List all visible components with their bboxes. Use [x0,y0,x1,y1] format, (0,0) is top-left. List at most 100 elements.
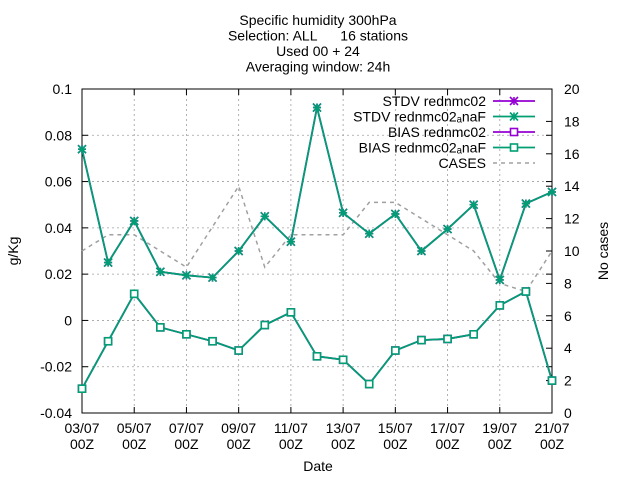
x-tick-label-hour: 00Z [279,436,304,452]
data-point [286,308,296,317]
data-point [260,211,270,221]
x-tick-label-hour: 00Z [122,436,147,452]
y2-tick-label: 6 [564,308,572,324]
data-point [77,384,87,394]
y-axis: -0.04 -0.02 0 0.02 0.04 0.06 0.08 0.1 [40,81,552,421]
data-point [181,270,192,280]
x-tick-label-hour: 00Z [70,436,95,452]
y2-tick-label: 14 [564,178,580,194]
data-point [312,102,322,113]
y2-tick-label: 16 [564,146,580,162]
x-axis-label: Date [303,458,333,474]
data-point [234,346,243,355]
data-point [521,287,531,296]
series [77,102,557,394]
y2-tick-label: 12 [564,211,580,227]
data-point [416,246,427,256]
data-point [338,355,348,365]
x-tick-label: 11/07 [274,420,308,436]
x-tick-label: 07/07 [169,420,204,436]
series-3 [77,287,557,394]
x-tick-label-hour: 00Z [488,436,513,452]
data-point [129,216,139,226]
y2-tick-label: 18 [564,113,580,129]
legend-label: BIAS rednmc02 [388,124,486,140]
x-tick-label-hour: 00Z [331,436,356,452]
data-point [129,289,139,299]
series-line [81,184,553,293]
y2-tick-label: 8 [564,275,572,291]
title-line: Specific humidity 300hPa [239,12,396,28]
data-point [103,336,113,346]
y2-tick-label: 0 [564,405,572,421]
y2-tick-label: 2 [564,373,572,389]
data-point [182,330,191,339]
data-point [77,144,87,154]
grid [82,89,552,413]
y-tick-label: 0.08 [45,127,72,143]
data-point [103,258,113,268]
data-point [312,351,322,361]
legend-marker [509,111,519,122]
x-tick-label-hour: 00Z [435,436,460,452]
x-tick-label: 15/07 [378,420,413,436]
x-tick-label: 09/07 [221,420,256,436]
data-point [260,320,270,330]
data-point [469,330,478,339]
data-point [338,208,348,218]
title-line: Averaging window: 24h [246,59,391,75]
legend-label: BIAS rednmc02ₐnaF [359,140,486,156]
y-tick-label: -0.04 [40,405,72,421]
y-tick-label: 0.04 [45,220,72,236]
data-point [521,198,531,209]
x-tick-label: 13/07 [326,420,361,436]
y-tick-label: -0.02 [40,359,72,375]
x-tick-label: 21/07 [534,420,569,436]
x-axis: 03/0700Z05/0700Z07/0700Z09/0700Z11/0700Z… [64,89,570,452]
y2-axis-label: No cases [595,222,611,280]
series-1 [77,102,557,285]
x-tick-label-hour: 00Z [174,436,199,452]
y-tick-label: 0.1 [53,81,73,97]
data-point [208,336,217,346]
x-tick-label-hour: 00Z [540,436,565,452]
x-tick-label: 05/07 [117,420,152,436]
data-point [391,346,400,355]
data-point [155,267,165,277]
series-line [81,290,553,390]
y2-tick-label: 10 [564,243,580,259]
y2-axis: 0 2 4 6 8 10 12 14 16 18 20 [546,81,580,421]
y-axis-label: g/Kg [5,237,21,266]
x-tick-label: 17/07 [430,420,465,436]
data-point [443,334,452,344]
series-2 [77,287,557,394]
data-point [547,187,557,197]
series-4 [81,184,553,293]
y-tick-label: 0 [64,312,72,328]
x-tick-label-hour: 00Z [383,436,408,452]
data-point [364,379,374,389]
title-line: Used 00 + 24 [276,43,360,59]
data-point [156,323,165,332]
data-point [207,273,218,283]
data-point [234,246,244,256]
legend-label: CASES [439,155,486,171]
data-point [469,200,479,210]
y2-tick-label: 20 [564,81,580,97]
legend-label: STDV rednmc02 [383,93,487,109]
data-point [547,376,557,385]
data-point [495,301,505,310]
y2-tick-label: 4 [564,340,572,356]
legend-marker [509,143,519,152]
y-tick-label: 0.02 [45,266,72,282]
data-point [417,335,426,345]
data-point [364,229,374,239]
legend-marker [509,127,519,137]
series-line [81,290,553,390]
legend-marker [509,96,519,106]
x-tick-label: 19/07 [482,420,517,436]
x-tick-label-hour: 00Z [227,436,252,452]
data-point [442,224,453,234]
